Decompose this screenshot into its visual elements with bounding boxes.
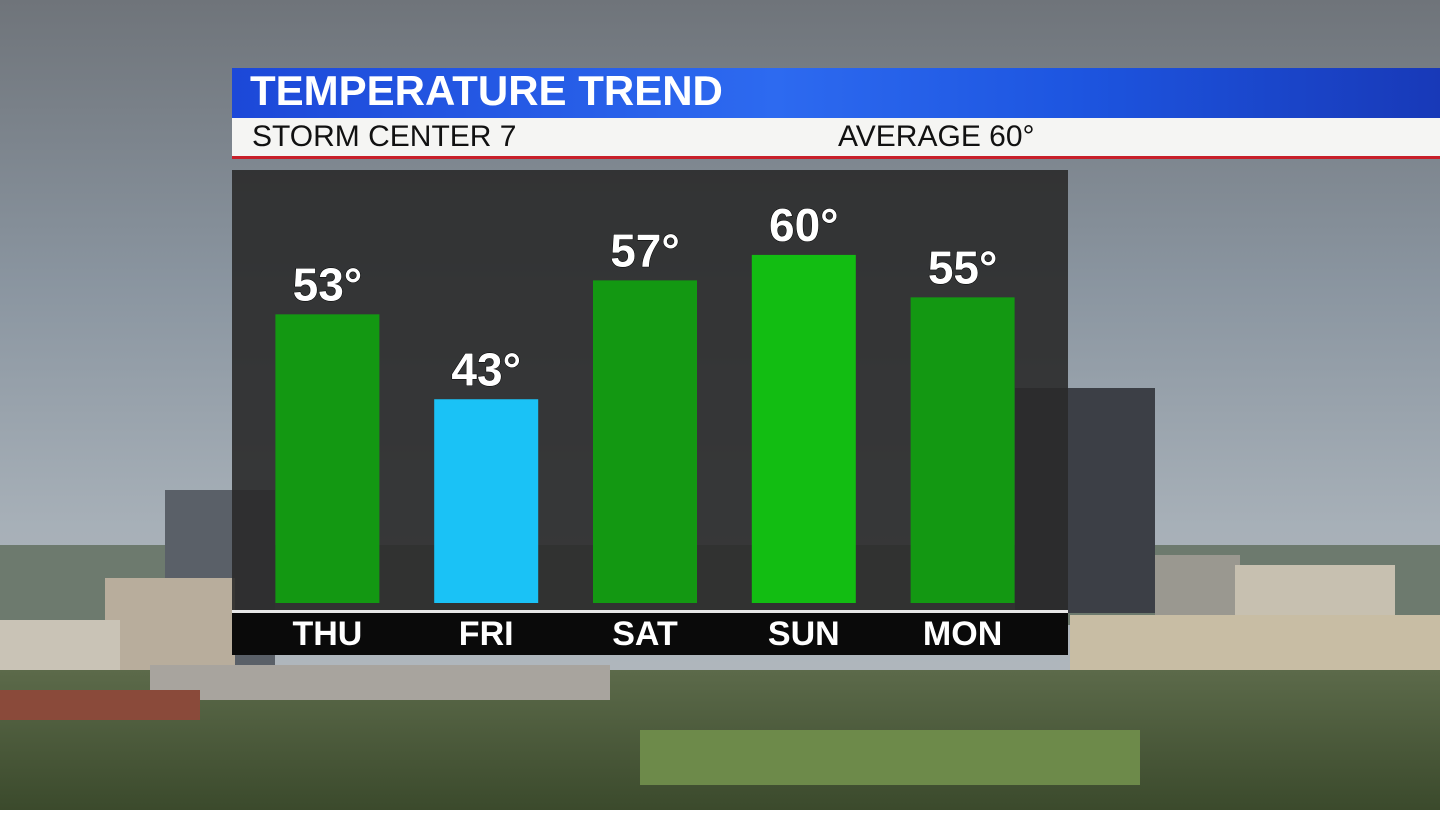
x-tick-label: THU (292, 615, 362, 653)
title-bar (232, 68, 1440, 118)
x-tick-label: SAT (612, 615, 678, 653)
value-label: 57° (610, 225, 680, 277)
value-label: 60° (769, 199, 839, 251)
annotation: AVERAGE 60° (838, 120, 1035, 153)
baseline (232, 610, 1068, 613)
chart-title: TEMPERATURE TREND (250, 67, 723, 114)
chart-subtitle: STORM CENTER 7 (252, 120, 516, 153)
value-label: 55° (928, 242, 998, 294)
bar (434, 399, 539, 603)
subtitle-bar (232, 118, 1440, 156)
divider (232, 156, 1440, 159)
bar (910, 297, 1015, 603)
value-label: 43° (451, 343, 521, 395)
bar (275, 314, 380, 603)
category-strip (232, 612, 1068, 655)
bar (593, 280, 697, 603)
x-tick-label: MON (923, 615, 1002, 653)
x-tick-label: SUN (768, 615, 840, 653)
value-label: 53° (293, 258, 363, 310)
x-tick-label: FRI (459, 615, 514, 653)
bar (751, 254, 856, 603)
